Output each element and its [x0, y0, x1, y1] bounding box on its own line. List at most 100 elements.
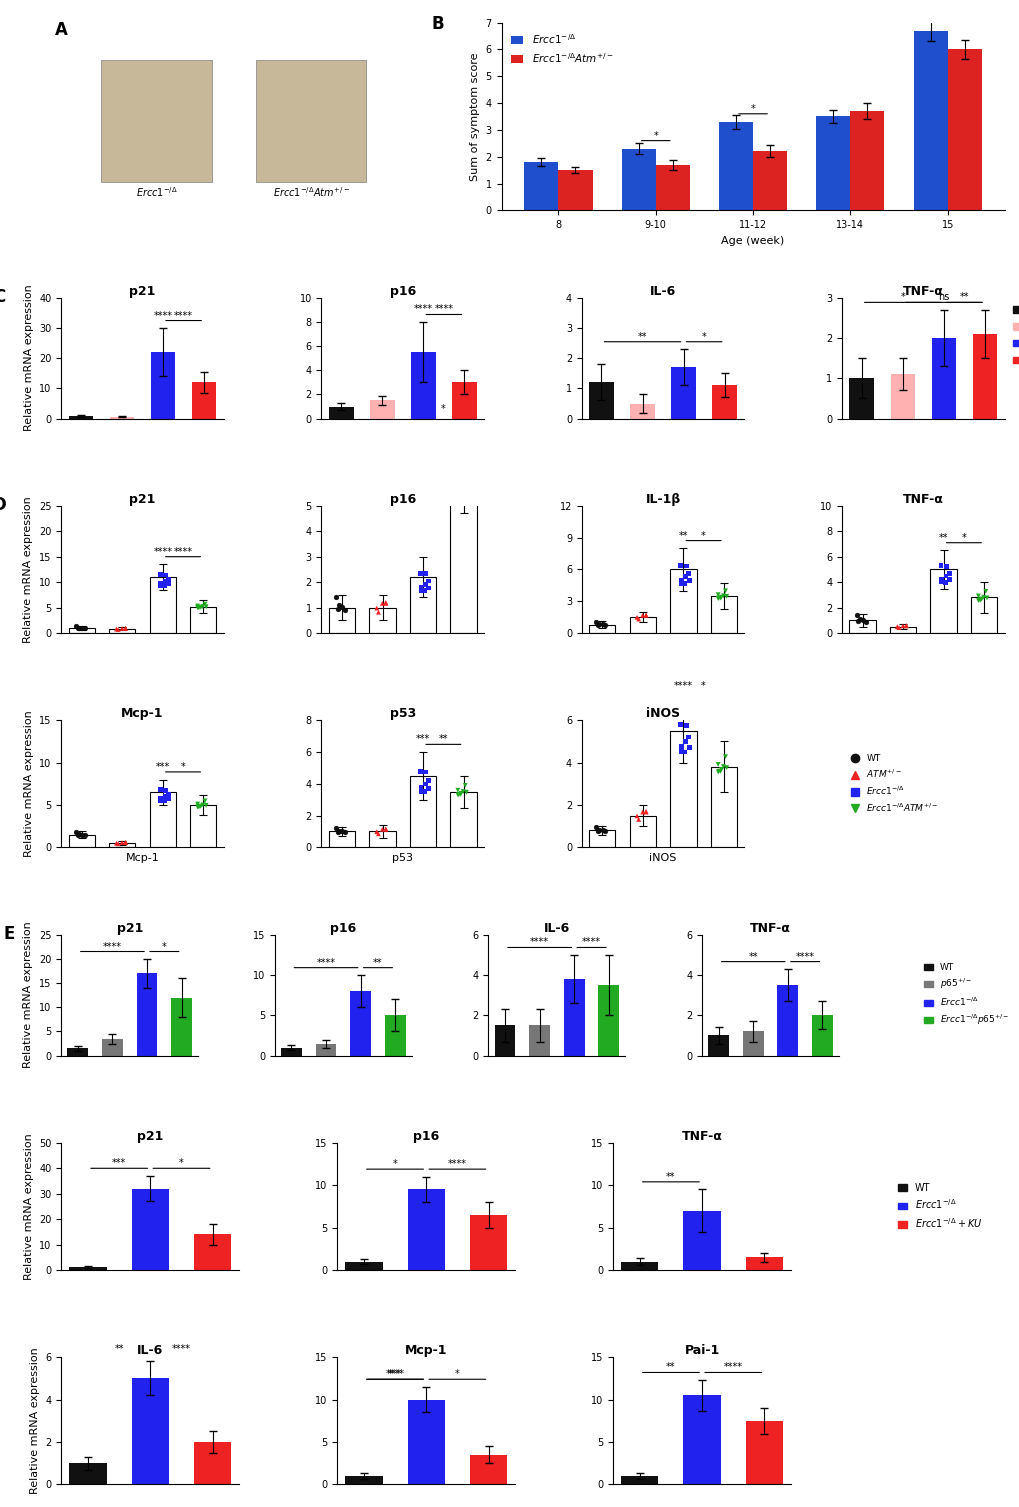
Text: *: *: [180, 763, 185, 772]
Text: ****: ****: [316, 957, 335, 967]
Y-axis label: Relative mRNA expression: Relative mRNA expression: [23, 922, 34, 1068]
Point: [970, 588, 986, 612]
Point: [710, 586, 727, 610]
Bar: [67, 1049, 88, 1056]
Bar: [131, 1379, 169, 1484]
Point: [70, 821, 87, 845]
Point: [328, 585, 344, 609]
Point: [198, 595, 214, 619]
Point: [709, 752, 726, 776]
Y-axis label: Relative mRNA expression: Relative mRNA expression: [23, 710, 34, 857]
Point: [190, 595, 206, 619]
Point: [680, 562, 696, 586]
Bar: [109, 628, 136, 633]
Point: [114, 616, 130, 640]
Point: [416, 579, 432, 603]
Point: [76, 823, 93, 847]
Title: p21: p21: [137, 1130, 163, 1142]
Bar: [629, 815, 655, 847]
Title: Mcp-1: Mcp-1: [121, 707, 164, 720]
Title: p21: p21: [129, 285, 156, 297]
Bar: [369, 832, 395, 847]
Bar: [524, 163, 557, 211]
Point: [153, 788, 169, 812]
Title: p21: p21: [129, 493, 156, 506]
Bar: [947, 50, 981, 211]
Text: **: **: [637, 332, 647, 342]
Text: ****: ****: [172, 1344, 191, 1353]
Text: **: **: [114, 1344, 123, 1353]
Point: [160, 787, 176, 811]
Point: [451, 782, 468, 806]
Point: [70, 615, 87, 639]
Point: [190, 794, 206, 818]
Point: [454, 779, 471, 803]
Text: ****: ****: [795, 951, 814, 961]
Bar: [529, 1025, 549, 1056]
Point: [117, 830, 133, 854]
Point: [932, 553, 949, 577]
Point: [711, 586, 728, 610]
Point: [634, 603, 650, 627]
Bar: [344, 1475, 382, 1484]
Point: [368, 820, 384, 844]
Point: [591, 612, 607, 636]
Text: ****: ****: [530, 937, 548, 948]
Bar: [408, 1189, 444, 1270]
Y-axis label: Relative mRNA expression: Relative mRNA expression: [23, 285, 34, 431]
Point: [673, 740, 689, 764]
Text: **: **: [373, 957, 382, 967]
Point: [894, 613, 910, 637]
Point: [190, 594, 206, 618]
Title: TNF-α: TNF-α: [681, 1130, 721, 1142]
Point: [672, 713, 688, 737]
Bar: [315, 1043, 336, 1056]
Bar: [710, 595, 737, 633]
Bar: [150, 793, 176, 847]
Bar: [629, 618, 655, 633]
Point: [974, 585, 990, 609]
Point: [197, 592, 213, 616]
Bar: [630, 404, 654, 419]
Point: [195, 793, 211, 817]
Point: [591, 818, 607, 842]
Point: [452, 781, 469, 805]
Bar: [344, 1261, 382, 1270]
Point: [160, 571, 176, 595]
Point: [851, 607, 867, 631]
Point: [673, 571, 689, 595]
Point: [941, 568, 957, 592]
Point: [420, 576, 436, 600]
Point: [156, 788, 172, 812]
Point: [190, 595, 206, 619]
Bar: [889, 627, 915, 633]
Bar: [171, 998, 192, 1056]
Point: [969, 583, 985, 607]
Point: [420, 570, 436, 594]
Bar: [131, 1189, 169, 1270]
Point: [681, 568, 697, 592]
Point: [890, 615, 906, 639]
Point: [710, 760, 727, 784]
Text: ***: ***: [416, 734, 430, 744]
Bar: [683, 1395, 720, 1484]
Bar: [408, 1400, 444, 1484]
Point: [110, 618, 126, 642]
Bar: [281, 1047, 302, 1056]
Title: TNF-α: TNF-α: [902, 285, 943, 297]
Point: [709, 586, 726, 610]
Text: *: *: [179, 1159, 183, 1168]
Point: [857, 610, 873, 634]
Point: [417, 772, 433, 796]
X-axis label: iNOS: iNOS: [649, 853, 677, 864]
Bar: [707, 1035, 729, 1056]
Bar: [671, 368, 695, 419]
Bar: [710, 767, 737, 847]
Text: *: *: [700, 530, 705, 541]
Point: [449, 778, 466, 802]
Point: [412, 561, 428, 585]
Point: [588, 610, 604, 634]
Title: p16: p16: [389, 285, 416, 297]
Title: iNOS: iNOS: [645, 707, 680, 720]
Text: **: **: [665, 1362, 675, 1373]
